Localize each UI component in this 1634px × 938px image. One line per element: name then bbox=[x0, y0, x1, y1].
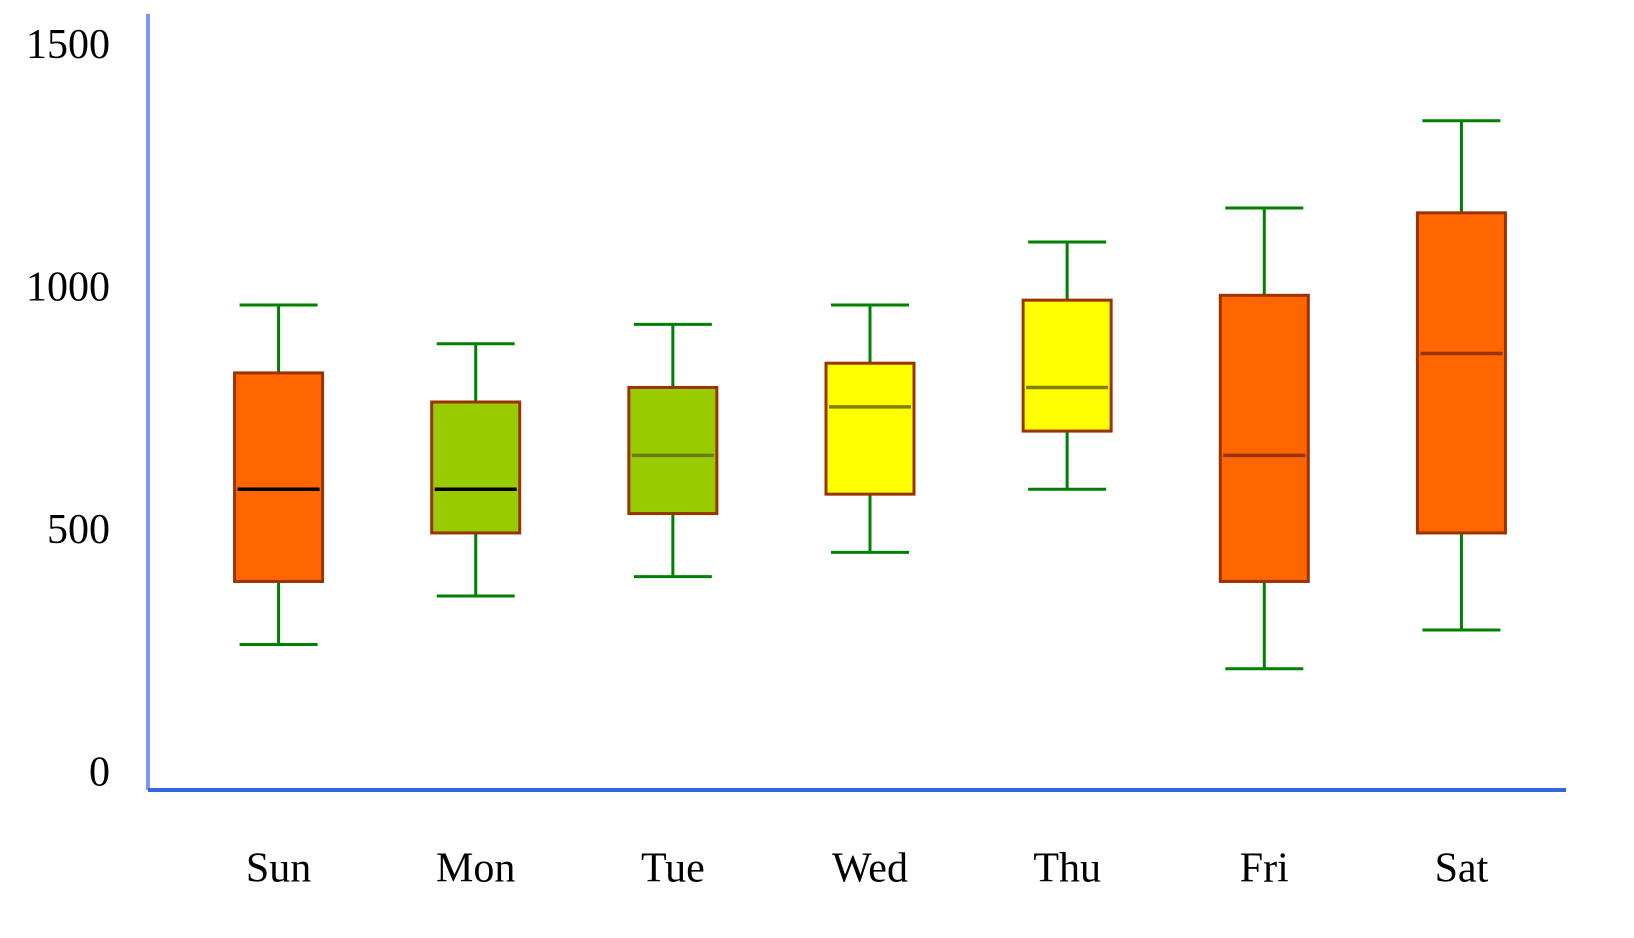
box bbox=[1415, 211, 1507, 535]
x-tick-label: Sun bbox=[246, 846, 311, 892]
y-tick-label: 1000 bbox=[26, 265, 110, 311]
y-tick-label: 1500 bbox=[26, 22, 110, 68]
box bbox=[627, 385, 719, 516]
x-tick-label: Mon bbox=[436, 846, 515, 892]
y-tick-label: 0 bbox=[89, 750, 110, 796]
y-tick-label: 500 bbox=[47, 507, 110, 553]
x-tick-label: Tue bbox=[641, 846, 705, 892]
box bbox=[824, 361, 916, 496]
x-tick-label: Thu bbox=[1033, 846, 1101, 892]
x-tick-label: Wed bbox=[832, 846, 908, 892]
box bbox=[430, 400, 522, 535]
x-tick-label: Fri bbox=[1240, 846, 1289, 892]
box bbox=[1021, 298, 1113, 433]
box bbox=[1218, 293, 1310, 583]
x-tick-label: Sat bbox=[1435, 846, 1489, 892]
box bbox=[233, 371, 325, 583]
